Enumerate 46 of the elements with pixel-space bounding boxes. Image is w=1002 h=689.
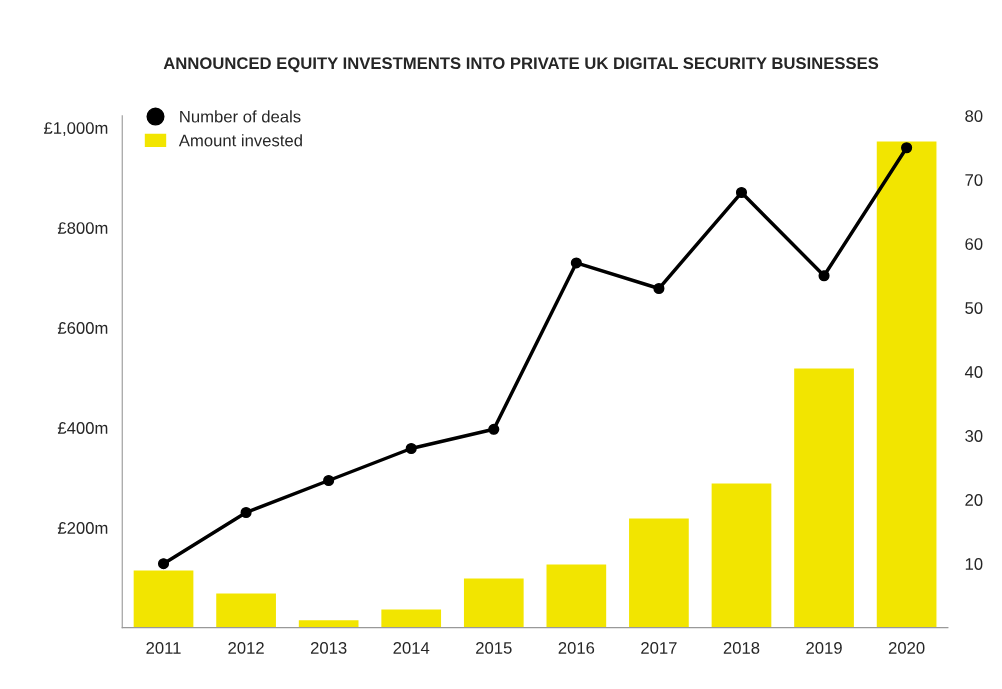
y-tick-label: £400m <box>57 422 108 434</box>
chart-title: ANNOUNCED EQUITY INVESTMENTS INTO PRIVATE UK DIGITAL SECURITY BUSINESSES <box>163 57 879 73</box>
x-tick-label: 2014 <box>393 642 430 654</box>
x-tick-label: 2019 <box>806 642 842 654</box>
y2-tick-label: 40 <box>964 366 983 378</box>
bar <box>545 562 608 628</box>
y2-tick-label: 50 <box>965 302 983 314</box>
point <box>405 442 417 455</box>
bar <box>132 568 195 628</box>
point <box>157 558 170 570</box>
point <box>901 142 913 154</box>
legend-label: Amount invested <box>178 134 302 147</box>
y2-tick-label: 30 <box>965 430 983 442</box>
y2-tick-label: 80 <box>965 110 983 122</box>
point <box>653 282 665 295</box>
legend-label: Number of deals <box>180 110 301 123</box>
x-tick-label: 2018 <box>723 642 760 654</box>
point <box>240 506 252 519</box>
bar <box>214 591 278 628</box>
bar <box>875 140 938 628</box>
y-tick-label: £800m <box>57 222 108 234</box>
y2-tick-label: 60 <box>965 238 983 250</box>
x-tick-label: 2013 <box>310 642 347 654</box>
y-tick-label: £200m <box>57 522 108 534</box>
bar <box>627 516 691 628</box>
bar <box>792 367 856 628</box>
point <box>818 270 830 282</box>
y2-tick-label: 10 <box>965 558 983 570</box>
bar <box>379 607 443 628</box>
point <box>735 186 748 199</box>
x-tick-label: 2012 <box>228 642 264 654</box>
point <box>570 257 582 269</box>
y2-tick-label: 20 <box>965 494 983 506</box>
x-tick-label: 2020 <box>888 642 925 654</box>
x-tick-label: 2017 <box>641 642 677 654</box>
x-tick-label: 2015 <box>476 642 512 654</box>
bar <box>462 576 526 628</box>
bar <box>297 618 360 628</box>
point <box>323 474 335 487</box>
bar <box>710 482 773 628</box>
point <box>488 423 500 435</box>
y-tick-label: £600m <box>57 322 108 334</box>
y-tick-label: £1,000m <box>43 122 108 136</box>
x-tick-label: 2016 <box>558 642 595 654</box>
y2-tick-label: 70 <box>965 174 983 186</box>
x-tick-label: 2011 <box>146 642 181 654</box>
